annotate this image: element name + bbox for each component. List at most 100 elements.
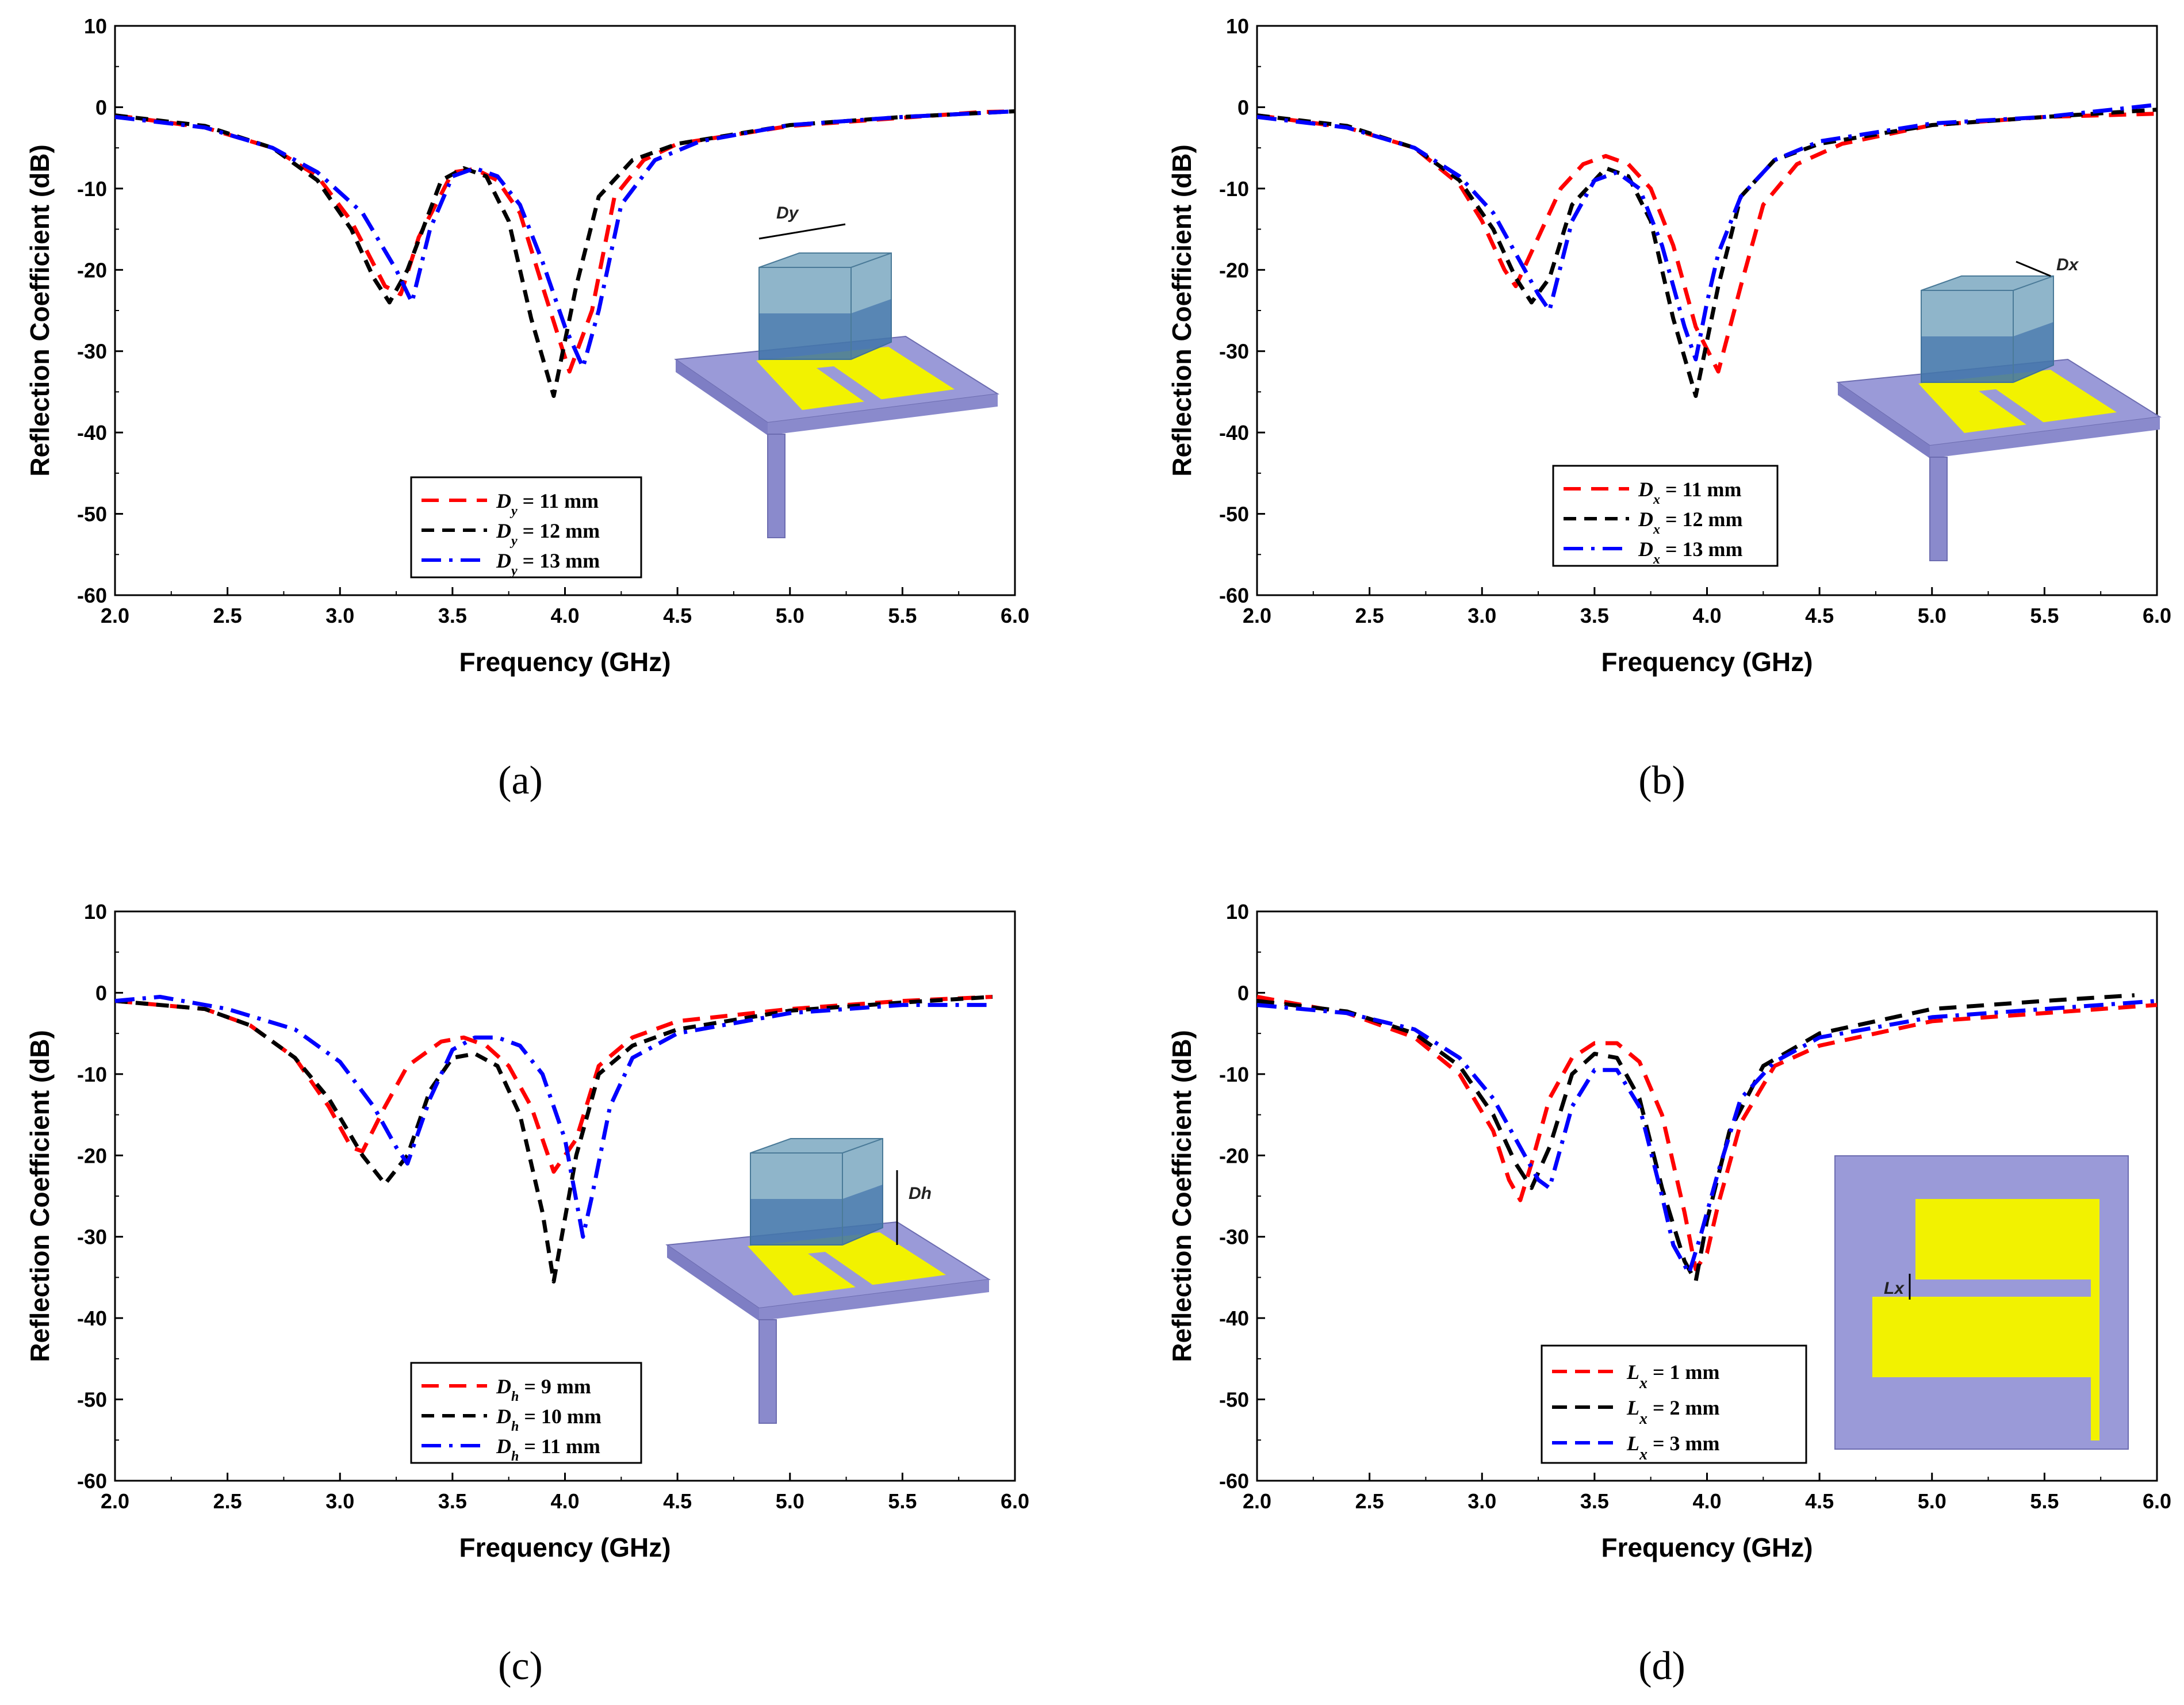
x-tick-label: 4.0 <box>550 604 579 627</box>
series-line-2 <box>1256 993 2135 1283</box>
resonator-shadow <box>1921 322 2053 382</box>
y-tick-label: 0 <box>1237 95 1249 119</box>
x-tick-label: 2.5 <box>1355 604 1384 627</box>
x-tick-label: 4.0 <box>1692 604 1721 627</box>
resonator-edge <box>2013 275 2054 291</box>
x-tick-label: 4.5 <box>1805 1489 1834 1513</box>
x-tick-label: 3.0 <box>325 1489 354 1513</box>
substrate-side <box>667 1245 759 1321</box>
lower-patch <box>1872 1297 2099 1377</box>
x-tick-label: 2.0 <box>1243 604 1271 627</box>
x-tick-label: 3.5 <box>438 1489 467 1513</box>
substrate-side <box>1838 382 1930 458</box>
y-axis-label: Reflection Coefficient (dB) <box>25 144 55 477</box>
y-axis-label: Reflection Coefficient (dB) <box>1167 144 1197 477</box>
y-tick-label: -60 <box>1219 1469 1249 1493</box>
x-tick-label: 3.5 <box>1580 604 1609 627</box>
series-line-1 <box>1256 112 2158 374</box>
dimension-arrow <box>2016 260 2051 277</box>
x-tick-label: 2.5 <box>1355 1489 1384 1513</box>
y-tick-label: -40 <box>77 421 107 445</box>
substrate-front <box>768 394 998 435</box>
inset-label: Dh <box>909 1184 932 1203</box>
patch-slot <box>817 366 888 407</box>
antenna-inset: Dy <box>674 204 999 538</box>
x-tick-label: 4.0 <box>550 1489 579 1513</box>
x-axis-label: Frequency (GHz) <box>459 647 670 677</box>
legend-box <box>1552 465 1779 567</box>
x-tick-label: 5.5 <box>2030 1489 2059 1513</box>
antenna-inset: Dh <box>665 1138 991 1424</box>
substrate-front <box>1930 417 2160 458</box>
y-tick-label: -30 <box>77 1225 107 1249</box>
y-tick-label: -40 <box>1219 421 1249 445</box>
x-tick-label: 4.5 <box>663 604 692 627</box>
resonator-shadow <box>750 1185 883 1245</box>
patch <box>748 1232 946 1296</box>
series-line-2 <box>114 995 993 1283</box>
patch-slot <box>1979 389 2051 430</box>
panel-label: (d) <box>1638 1644 1685 1688</box>
x-tick-label: 6.0 <box>2143 1489 2171 1513</box>
x-tick-label: 6.0 <box>2143 604 2171 627</box>
series-line-3 <box>114 109 1016 370</box>
chart-panel-2: 2.0 2.5 3.0 3.5 4.0 4.5 5.0 5.5 6.0 10 0 -10 -20 -30 -… <box>1167 14 2171 677</box>
x-tick-label: 2.0 <box>101 1489 129 1513</box>
x-tick-label: 2.0 <box>101 604 129 627</box>
x-tick-label: 4.5 <box>663 1489 692 1513</box>
resonator-shadow <box>759 299 891 359</box>
legend-label-1: Dh = 9 mm <box>496 1375 591 1404</box>
x-tick-label: 3.5 <box>1580 1489 1609 1513</box>
series-line-1 <box>114 995 993 1174</box>
x-tick-label: 5.5 <box>888 604 917 627</box>
y-tick-label: -30 <box>1219 340 1249 363</box>
y-tick-label: -50 <box>77 1388 107 1412</box>
x-axis-label: Frequency (GHz) <box>1601 647 1813 677</box>
y-tick-label: 0 <box>95 95 107 119</box>
x-tick-label: 6.0 <box>1001 604 1029 627</box>
legend-label-3: Lx = 3 mm <box>1626 1432 1720 1463</box>
y-tick-label: -20 <box>77 258 107 282</box>
y-tick-label: 0 <box>95 981 107 1005</box>
dimension-arrow <box>758 223 846 240</box>
inset-label: Lx <box>1884 1279 1905 1298</box>
feed-probe <box>767 434 786 538</box>
legend-label-1: Dx = 11 mm <box>1638 478 1742 507</box>
panel-label: (b) <box>1638 758 1685 803</box>
chart-panel-1: 2.0 2.5 3.0 3.5 4.0 4.5 5.0 5.5 6.0 10 0 -10 -20 -30 -… <box>25 14 1029 677</box>
y-tick-label: -10 <box>1219 1063 1249 1086</box>
feed-line <box>2091 1199 2099 1440</box>
y-tick-label: -10 <box>1219 177 1249 201</box>
x-tick-label: 2.0 <box>1243 1489 1271 1513</box>
series-line-3 <box>1256 999 2158 1275</box>
antenna-inset: Dx <box>1836 255 2162 561</box>
y-tick-label: -20 <box>1219 258 1249 282</box>
series-line-3 <box>1256 102 2158 362</box>
chart-panel-4: 2.0 2.5 3.0 3.5 4.0 4.5 5.0 5.5 6.0 10 0 -10 -20 -30 -… <box>1167 900 2171 1562</box>
antenna-inset: Lx <box>1834 1155 2129 1450</box>
panel-label: (a) <box>498 758 543 803</box>
substrate-side <box>676 359 768 435</box>
substrate-front <box>759 1279 989 1321</box>
y-tick-label: 10 <box>84 14 107 38</box>
y-tick-label: -30 <box>77 340 107 363</box>
legend-label-1: Dy = 11 mm <box>496 489 599 519</box>
y-tick-label: -40 <box>77 1306 107 1330</box>
legend-label-3: Dx = 13 mm <box>1638 538 1743 567</box>
x-tick-label: 5.5 <box>2030 604 2059 627</box>
feed-probe <box>758 1319 777 1424</box>
patch <box>1918 370 2117 433</box>
x-tick-label: 5.0 <box>776 604 804 627</box>
x-tick-label: 2.5 <box>213 604 242 627</box>
patch-slot <box>808 1252 880 1292</box>
y-tick-label: -60 <box>77 584 107 607</box>
x-tick-label: 5.0 <box>1918 604 1947 627</box>
legend-label-2: Dy = 12 mm <box>496 519 600 549</box>
x-tick-label: 3.0 <box>1468 1489 1496 1513</box>
x-tick-label: 4.0 <box>1692 1489 1721 1513</box>
x-tick-label: 6.0 <box>1001 1489 1029 1513</box>
y-axis-label: Reflection Coefficient (dB) <box>1167 1030 1197 1362</box>
x-tick-label: 5.0 <box>1918 1489 1947 1513</box>
y-tick-label: -10 <box>77 177 107 201</box>
